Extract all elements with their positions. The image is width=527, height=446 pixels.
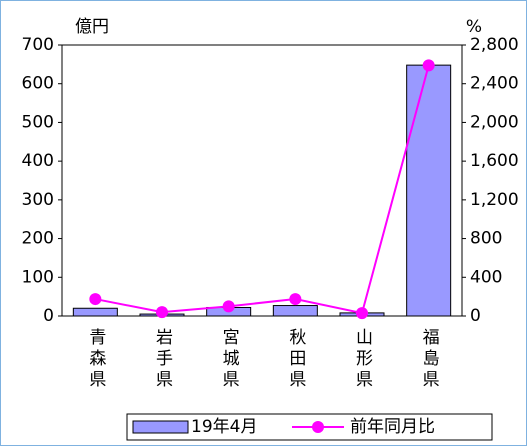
plot-area xyxy=(61,44,463,317)
y-tick-label: 500 xyxy=(22,112,54,132)
line-point xyxy=(156,306,168,319)
y-axis-label: 億円 xyxy=(75,17,109,37)
legend-label: 19年4月 xyxy=(191,417,257,437)
y-tick-label: 100 xyxy=(22,267,54,287)
y2-tick-label: 1,200 xyxy=(470,190,519,210)
bar xyxy=(406,64,452,317)
y-tick-label: 300 xyxy=(22,190,54,210)
y2-tick-label: 1,600 xyxy=(470,151,519,171)
y-tick-label: 0 xyxy=(43,306,54,326)
line-point xyxy=(422,59,435,72)
y-tick-label: 200 xyxy=(22,229,54,249)
y2-tick-label: 2,000 xyxy=(470,112,519,132)
bar xyxy=(72,307,118,317)
y2-tick-label: 400 xyxy=(470,267,502,287)
line-point xyxy=(289,293,302,306)
line-point xyxy=(89,293,102,306)
legend-label: 前年同月比 xyxy=(350,417,435,437)
bar xyxy=(272,305,318,317)
x-tick-label: 青森県 xyxy=(85,328,106,391)
y-tick-label: 600 xyxy=(22,74,54,94)
y2-tick-label: 2,800 xyxy=(470,35,519,55)
line-point xyxy=(222,300,235,313)
line-point xyxy=(356,307,368,320)
x-tick-label: 秋田県 xyxy=(285,328,306,391)
legend-swatch xyxy=(132,420,189,434)
legend-point xyxy=(312,421,324,433)
x-tick-label: 宮城県 xyxy=(219,328,240,391)
y-tick-label: 700 xyxy=(22,35,54,55)
x-tick-label: 岩手県 xyxy=(152,328,173,391)
x-tick-label: 福島県 xyxy=(419,328,440,391)
x-tick-label: 山形県 xyxy=(352,328,373,391)
y2-axis-label: % xyxy=(466,17,482,37)
line xyxy=(95,65,430,315)
y2-tick-label: 0 xyxy=(470,306,481,326)
y2-tick-label: 2,400 xyxy=(470,74,519,94)
y2-tick-label: 800 xyxy=(470,229,502,249)
y-tick-label: 400 xyxy=(22,151,54,171)
